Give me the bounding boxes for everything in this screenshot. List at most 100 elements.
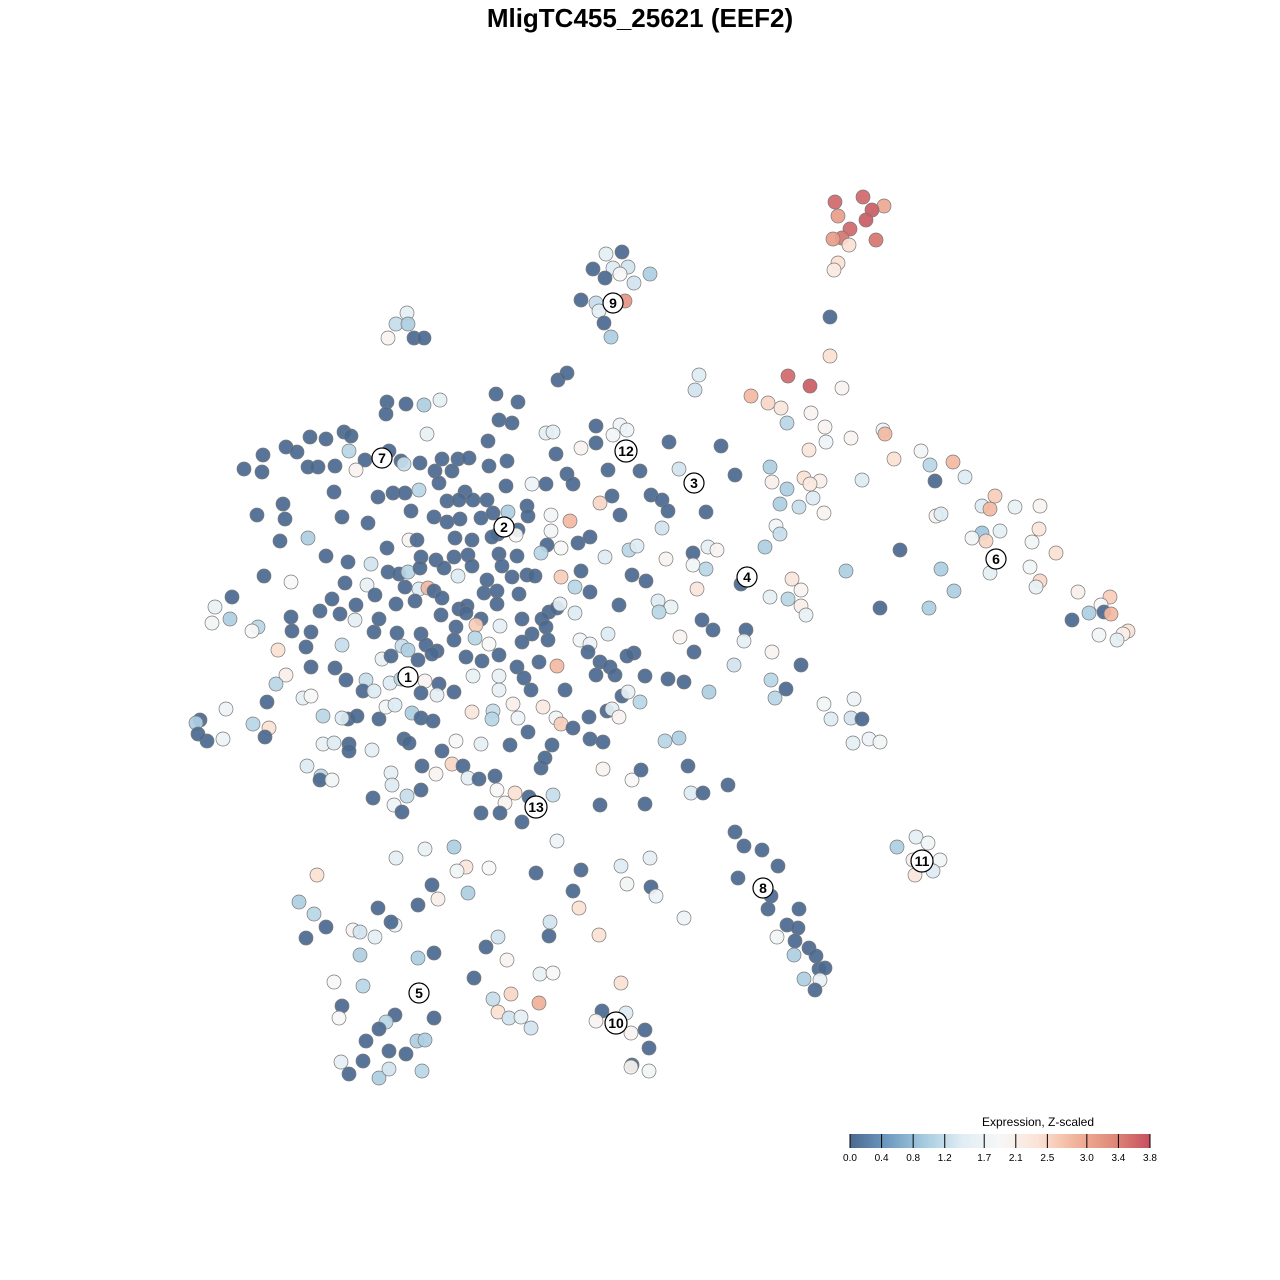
cell-point (736, 838, 752, 854)
cell-point (458, 649, 474, 665)
cell-point (207, 599, 223, 615)
cell-point (671, 461, 687, 477)
cell-point (520, 508, 536, 524)
cell-point (504, 569, 520, 585)
cell-point (300, 459, 316, 475)
cell-point (801, 442, 817, 458)
cell-point (922, 457, 938, 473)
cell-point (573, 440, 589, 456)
cell-point (347, 612, 363, 628)
cell-point (826, 262, 842, 278)
cell-point (780, 591, 796, 607)
cell-point (480, 433, 496, 449)
cell-point (352, 924, 368, 940)
cell-point (570, 535, 586, 551)
cell-point (416, 397, 432, 413)
cell-point (726, 657, 742, 673)
cell-point (637, 668, 653, 684)
cell-point (312, 603, 328, 619)
cell-point (424, 646, 440, 662)
cell-point (600, 626, 616, 642)
cell-point (458, 605, 474, 621)
cell-point (334, 710, 350, 726)
cluster-label-bg (910, 849, 934, 873)
cluster-label-11: 11 (910, 849, 934, 873)
cell-point (632, 694, 648, 710)
cell-point (796, 971, 812, 987)
cell-point (510, 710, 526, 726)
cell-point (600, 462, 616, 478)
cell-point (694, 612, 710, 628)
cell-point (637, 796, 653, 812)
cell-point (538, 476, 554, 492)
cell-point (429, 687, 445, 703)
cell-point (275, 496, 291, 512)
cell-point (481, 458, 497, 474)
cell-point (527, 568, 543, 584)
cell-point (358, 1033, 374, 1049)
cell-point (268, 676, 284, 692)
cluster-label-text: 8 (759, 880, 767, 896)
cell-point (855, 189, 871, 205)
cell-point (473, 805, 489, 821)
cell-point (978, 533, 994, 549)
cluster-label-bg (614, 439, 638, 463)
cell-point (348, 597, 364, 613)
cell-point (868, 232, 884, 248)
cell-point (535, 699, 551, 715)
cell-point (326, 974, 342, 990)
cell-point (588, 418, 604, 434)
cell-point (433, 607, 449, 623)
cluster-label-1: 1 (397, 666, 419, 688)
cell-point (360, 515, 376, 531)
legend-tick-label: 0.4 (875, 1153, 889, 1164)
cell-point (348, 462, 364, 478)
cluster-label-bg (604, 1011, 628, 1035)
cluster-label-text: 6 (992, 551, 1000, 567)
cell-point (468, 617, 484, 633)
cluster-label-text: 7 (378, 450, 386, 466)
cell-point (434, 451, 450, 467)
legend-color-bar (850, 1134, 1150, 1148)
cell-point (410, 652, 426, 668)
cluster-label-bg (408, 982, 430, 1004)
cell-point (767, 690, 783, 706)
cell-point (448, 619, 464, 635)
cell-point (642, 266, 658, 282)
cell-point (331, 1010, 347, 1026)
cell-point (641, 1063, 657, 1079)
cell-point (661, 434, 677, 450)
cell-point (381, 1043, 397, 1059)
cell-point (450, 568, 466, 584)
cell-point (448, 733, 464, 749)
cluster-label-3: 3 (683, 472, 705, 494)
cell-point (545, 787, 561, 803)
cell-point (505, 696, 521, 712)
cell-point (1109, 632, 1125, 648)
cell-point (549, 658, 565, 674)
cell-point (607, 667, 623, 683)
cell-point (658, 551, 674, 567)
cell-point (524, 626, 540, 642)
cluster-label-bg (371, 447, 393, 469)
cell-point (371, 1070, 387, 1086)
cell-point (778, 681, 794, 697)
cell-point (1032, 498, 1048, 514)
cell-point (503, 986, 519, 1002)
cell-point (629, 538, 645, 554)
cluster-label-6: 6 (985, 548, 1007, 570)
cell-point (816, 505, 832, 521)
cell-point (822, 309, 838, 325)
cell-point (705, 622, 721, 638)
cell-point (892, 542, 908, 558)
cell-point (798, 607, 814, 623)
cell-point (419, 426, 435, 442)
cell-point (805, 490, 821, 506)
cell-point (676, 910, 692, 926)
cell-point (366, 624, 382, 640)
cell-point (388, 596, 404, 612)
cell-point (332, 606, 348, 622)
cell-point (491, 668, 507, 684)
